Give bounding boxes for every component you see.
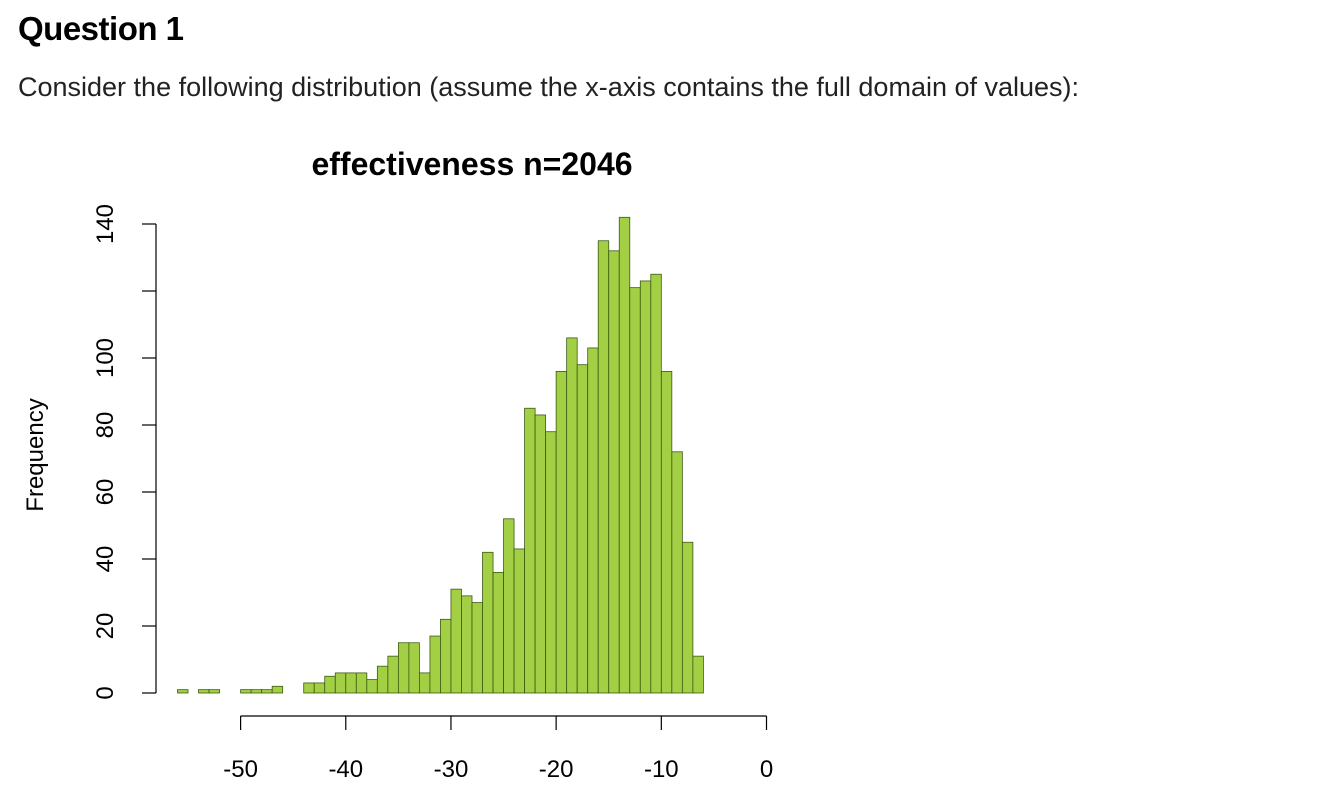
histogram-bar: [555, 370, 568, 694]
x-tick-label: -40: [328, 756, 363, 783]
histogram-bar: [660, 370, 673, 694]
y-tick-label: 100: [92, 338, 119, 378]
histogram-bar: [566, 337, 578, 694]
histogram-bar: [345, 672, 357, 694]
histogram-bar: [240, 689, 252, 694]
histogram-bar: [492, 572, 504, 694]
histogram-bar: [681, 541, 694, 694]
y-tick-label: 20: [92, 613, 119, 640]
histogram-bar: [503, 518, 515, 694]
histogram-bar: [366, 679, 378, 694]
histogram-bar: [513, 548, 525, 694]
histogram-bars: [177, 216, 704, 694]
histogram-bar: [419, 672, 431, 694]
y-tick-label: 60: [92, 479, 119, 506]
y-tick-label: 40: [92, 546, 119, 573]
histogram-bar: [271, 685, 284, 694]
x-tick-label: -10: [644, 756, 679, 783]
histogram-bar: [671, 451, 683, 694]
y-axis-label: Frequency: [22, 398, 49, 511]
histogram-bar: [408, 642, 420, 694]
chart-title: effectiveness n=2046: [311, 146, 632, 182]
y-tick-label: 80: [92, 412, 119, 439]
histogram-bar: [576, 364, 589, 694]
histogram-bar: [303, 682, 315, 694]
histogram-bar: [334, 672, 347, 694]
histogram-bar: [440, 618, 452, 694]
y-tick-label: 0: [92, 686, 119, 699]
histogram-bar: [177, 689, 189, 694]
histogram-bar: [355, 672, 368, 694]
histogram-bar: [608, 250, 620, 694]
x-tick-label: 0: [760, 756, 773, 783]
histogram-bar: [429, 635, 441, 694]
histogram-bar: [482, 551, 494, 694]
histogram-bar: [261, 689, 273, 694]
histogram-bar: [313, 682, 326, 694]
y-tick-label: 140: [92, 204, 119, 244]
histogram-bar: [471, 602, 483, 694]
histogram-bar: [397, 642, 410, 694]
histogram-bar: [198, 689, 210, 694]
histogram-bar: [639, 280, 652, 694]
x-tick-label: -50: [223, 756, 258, 783]
question-prompt: Consider the following distribution (ass…: [18, 72, 1080, 102]
y-axis: 0 20 40 60 80 100 140: [92, 204, 157, 700]
histogram-bar: [524, 407, 536, 694]
histogram-bar: [597, 240, 610, 694]
x-axis: -50 -40 -30 -20 -10 0: [223, 715, 773, 783]
histogram-bar: [376, 665, 389, 694]
histogram-bar: [618, 216, 631, 694]
question-title: Question 1: [18, 10, 184, 47]
x-tick-label: -30: [434, 756, 469, 783]
histogram-bar: [629, 287, 641, 694]
histogram-bar: [324, 675, 336, 694]
histogram-bar: [450, 588, 462, 694]
histogram-bar: [534, 414, 547, 694]
histogram-bar: [692, 655, 704, 694]
histogram-bar: [208, 689, 220, 694]
histogram-bar: [387, 655, 399, 694]
histogram-bar: [250, 689, 263, 694]
histogram-bar: [650, 273, 662, 694]
x-tick-label: -20: [539, 756, 574, 783]
histogram-bar: [461, 595, 473, 694]
histogram-bar: [545, 431, 557, 694]
histogram-bar: [587, 347, 599, 694]
